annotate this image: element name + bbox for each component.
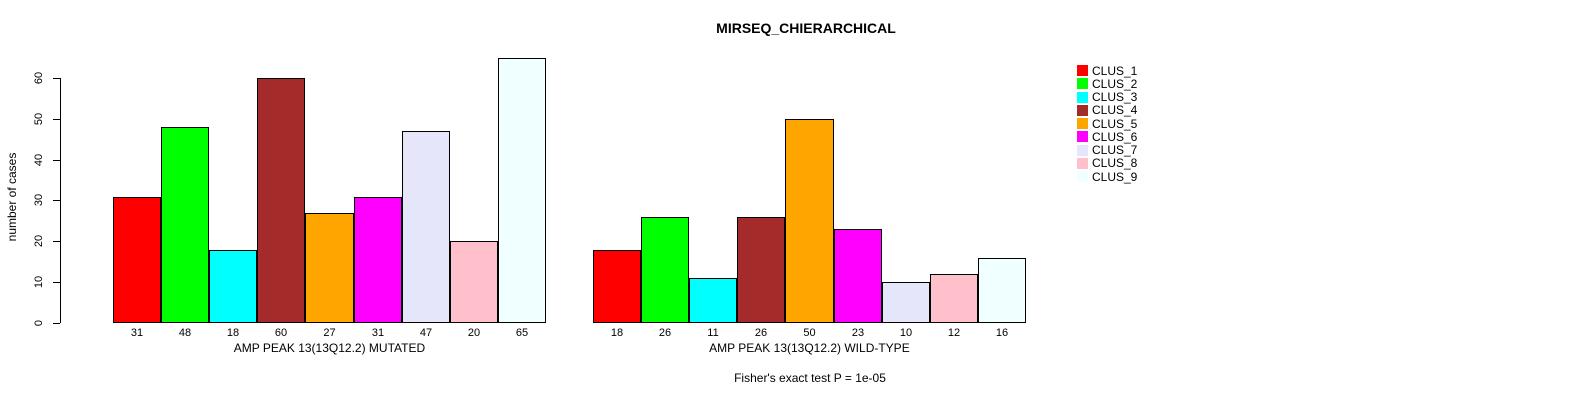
bar (882, 282, 930, 323)
bar-value-label: 65 (515, 327, 529, 339)
bar-value-label: 47 (419, 327, 433, 339)
y-tick (53, 241, 60, 242)
y-tick-label: 60 (33, 71, 45, 85)
legend-swatch (1077, 171, 1088, 182)
bar-value-label: 16 (995, 327, 1009, 339)
legend-label: CLUS_2 (1092, 76, 1138, 91)
legend-label: CLUS_3 (1092, 90, 1138, 104)
bar-value-label: 18 (226, 327, 240, 339)
legend-swatch (1077, 118, 1088, 129)
y-tick-label: 20 (33, 234, 45, 248)
bar (785, 119, 834, 323)
bar (257, 78, 305, 323)
bar-value-label: 50 (803, 327, 816, 339)
bar (593, 250, 641, 323)
bar-value-label: 11 (707, 327, 719, 339)
legend-label: CLUS_6 (1092, 129, 1138, 144)
legend-label: CLUS_4 (1092, 103, 1138, 118)
group-label: AMP PEAK 13(13Q12.2) MUTATED (233, 341, 426, 355)
y-tick (53, 160, 60, 161)
legend-label: CLUS_1 (1092, 63, 1138, 78)
chart-title: MIRSEQ_CHIERARCHICAL (716, 20, 896, 36)
y-tick-label: 0 (33, 319, 45, 326)
legend-swatch (1077, 104, 1088, 116)
bar (737, 217, 785, 323)
y-tick (53, 200, 60, 201)
bar (978, 258, 1026, 323)
legend-label: CLUS_9 (1092, 169, 1138, 184)
bar-value-label: 10 (899, 327, 913, 339)
bar (113, 197, 161, 323)
y-tick (53, 323, 60, 324)
bar-value-label: 31 (371, 327, 385, 339)
legend-label: CLUS_5 (1092, 116, 1138, 131)
bar (834, 229, 882, 323)
bar-value-label: 60 (274, 327, 288, 339)
bar-value-label: 20 (467, 327, 481, 339)
bar-value-label: 31 (130, 327, 144, 339)
bar (641, 217, 689, 323)
y-tick (53, 282, 60, 283)
bar-value-label: 26 (658, 327, 672, 339)
legend-swatch (1077, 144, 1088, 156)
bar (689, 278, 737, 323)
group-label: AMP PEAK 13(13Q12.2) WILD-TYPE (709, 341, 910, 355)
bar (161, 127, 209, 323)
bar (209, 250, 257, 323)
y-axis-line (60, 78, 61, 323)
y-tick (53, 78, 60, 79)
bar-value-label: 48 (178, 327, 192, 339)
bar-value-label: 18 (610, 327, 624, 339)
y-axis-label: number of cases (5, 152, 19, 242)
y-tick (53, 119, 60, 120)
bar (498, 58, 546, 323)
legend-swatch (1077, 131, 1088, 143)
bar (930, 274, 978, 323)
footnote-fishers-test: Fisher's exact test P = 1e-05 (734, 371, 886, 385)
y-tick-label: 10 (33, 275, 45, 288)
legend-swatch (1077, 91, 1088, 103)
bar (354, 197, 402, 323)
y-tick-label: 40 (33, 153, 45, 166)
bar-value-label: 27 (323, 327, 336, 339)
y-tick-label: 50 (33, 112, 45, 125)
bar-value-label: 12 (947, 327, 961, 339)
legend-swatch (1077, 65, 1088, 76)
bar-value-label: 23 (851, 327, 865, 339)
legend-swatch (1077, 157, 1088, 169)
bar (305, 213, 354, 323)
legend-label: CLUS_8 (1092, 156, 1138, 171)
bar-value-label: 26 (754, 327, 768, 339)
y-tick-label: 30 (33, 194, 45, 207)
legend-swatch (1077, 78, 1088, 90)
bar (450, 241, 498, 323)
bar (402, 131, 450, 323)
legend-label: CLUS_7 (1092, 143, 1138, 157)
